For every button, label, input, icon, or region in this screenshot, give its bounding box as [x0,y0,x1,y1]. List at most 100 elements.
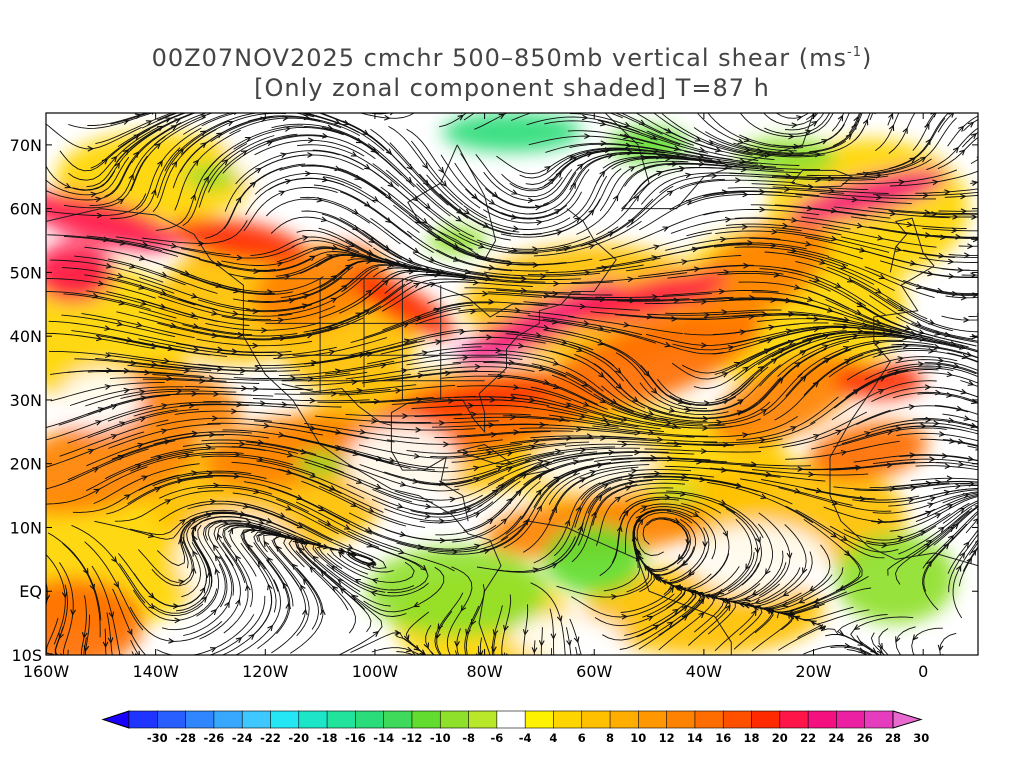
streamline-arrow [176,478,184,484]
streamline-arrow [552,383,560,390]
streamline-arrow [413,601,420,608]
streamline [138,311,253,336]
streamline-arrow [144,369,151,376]
streamline-arrow [919,530,927,536]
streamline [764,251,875,285]
streamline-arrow [284,126,292,132]
streamline-arrow [403,634,410,642]
streamline [412,252,525,279]
streamline [408,214,511,262]
streamline-arrow [934,513,942,519]
streamline [91,565,121,655]
streamline-arrow [235,637,243,643]
streamline [86,235,201,259]
streamline [624,503,700,554]
streamline [985,589,988,625]
streamline [225,401,342,408]
streamline-arrow [236,254,244,261]
streamline [483,271,601,277]
streamline-arrow [855,464,862,471]
streamline-arrow [412,651,417,655]
streamline-arrow [812,602,820,608]
streamline-arrow [267,583,273,591]
streamline-arrow [380,362,388,369]
streamline [548,414,665,433]
streamline-arrow [847,277,854,283]
streamline-arrow [522,629,529,636]
streamline-arrow [888,124,895,132]
streamline [59,562,74,655]
streamline-arrow [424,203,431,210]
streamline [156,417,272,427]
streamline [917,505,978,556]
streamline-arrow [266,289,274,295]
streamline-arrow [647,410,655,416]
streamline [254,154,364,173]
streamline [129,606,223,642]
streamline [240,542,272,635]
streamline-arrow [927,502,934,508]
streamline [321,213,422,267]
streamline-arrow [881,542,888,549]
streamline [205,322,321,331]
streamline [74,255,186,286]
streamline-arrow [600,140,608,147]
streamline-arrow [844,550,851,557]
streamline [367,278,473,315]
streamline-arrow [279,335,287,342]
streamline [174,129,241,211]
streamline-arrow [543,324,550,331]
streamline-arrow [532,246,539,253]
streamline [597,119,709,154]
streamline-arrow [628,166,636,172]
streamline [434,431,551,438]
streamline [450,461,553,512]
streamline [717,272,831,292]
streamline [49,350,165,364]
streamline [233,126,344,150]
streamline [503,472,580,549]
streamline-arrow [192,550,198,557]
streamline-arrow [673,145,681,152]
streamline [446,566,473,655]
streamline [198,135,275,208]
colorbar-label: 4 [549,731,557,745]
streamline-arrow [151,361,158,368]
streamline [662,289,779,296]
streamline [367,113,391,115]
streamline [681,377,782,419]
streamline-arrow [621,416,628,422]
streamline-arrow [470,411,478,418]
streamline-arrow [972,236,978,243]
streamline-arrow [200,596,208,603]
streamline [95,113,174,145]
streamline-arrow [786,552,793,560]
streamline-arrow [959,193,967,200]
streamline [203,516,314,544]
streamline-arrow [634,449,641,456]
streamline [67,370,184,375]
streamline-arrow [560,339,568,346]
streamline-arrow [492,489,499,496]
streamline-arrow [856,222,864,229]
streamline [358,444,474,459]
streamline [867,117,957,176]
streamline-arrow [656,436,664,443]
streamline-arrow [805,240,812,247]
streamline-arrow [302,608,308,616]
streamline-arrow [822,344,829,350]
streamline-arrow [810,113,817,117]
streamline-arrow [398,548,406,555]
streamline [545,257,661,274]
streamline-arrow [263,422,271,429]
streamline-arrow [647,615,654,622]
streamline [46,156,130,196]
streamline-arrow [664,494,672,501]
streamline [271,123,380,154]
streamline-arrow [965,351,973,358]
streamline-arrow [244,136,252,143]
colorbar-swatch [609,710,639,729]
streamline-arrow [814,151,822,158]
streamline [600,435,718,443]
lon-tick-label: 40W [686,662,722,681]
